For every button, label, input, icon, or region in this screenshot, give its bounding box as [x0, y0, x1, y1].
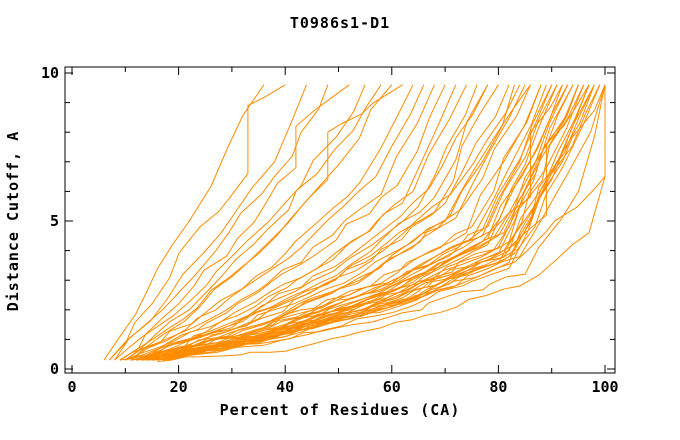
- model-curve: [119, 84, 435, 361]
- model-curve: [130, 84, 393, 361]
- model-curve: [135, 84, 574, 361]
- x-tick-label: 80: [489, 378, 507, 396]
- model-curve: [119, 84, 403, 361]
- x-tick-label: 60: [383, 378, 401, 396]
- model-curve: [135, 84, 446, 361]
- model-curve: [119, 84, 531, 361]
- y-tick-label: 5: [50, 212, 59, 230]
- model-curve: [125, 84, 382, 361]
- model-curve: [167, 84, 595, 361]
- model-curve: [130, 84, 425, 361]
- model-curve: [125, 84, 457, 361]
- model-curve: [130, 84, 478, 361]
- model-curve: [162, 84, 563, 361]
- model-curve: [108, 84, 329, 361]
- chart-title: T0986s1-D1: [289, 14, 391, 32]
- x-tick-label: 40: [276, 378, 294, 396]
- model-curve: [135, 84, 590, 361]
- x-tick-label: 20: [170, 378, 188, 396]
- model-curve: [157, 84, 601, 361]
- model-curve: [103, 84, 265, 361]
- y-tick-label: 0: [50, 360, 59, 378]
- model-curve: [135, 84, 489, 361]
- plot-frame: [64, 66, 616, 374]
- model-curve: [151, 84, 553, 361]
- model-curve: [135, 84, 542, 361]
- model-curve: [114, 84, 366, 361]
- model-curve: [108, 84, 286, 361]
- x-axis-label: Percent of Residues (CA): [219, 401, 461, 419]
- model-curve: [162, 84, 606, 361]
- x-tick-label: 0: [67, 378, 76, 396]
- y-tick-label: 10: [41, 64, 59, 82]
- model-curve: [146, 84, 489, 361]
- model-curve: [119, 84, 350, 361]
- model-curve: [125, 84, 414, 361]
- model-curve: [162, 84, 585, 361]
- model-curve: [157, 84, 606, 363]
- x-tick-label: 100: [591, 378, 618, 396]
- model-curve: [141, 84, 595, 361]
- model-curve: [151, 84, 521, 361]
- model-curve: [141, 84, 510, 361]
- model-curve: [141, 84, 606, 361]
